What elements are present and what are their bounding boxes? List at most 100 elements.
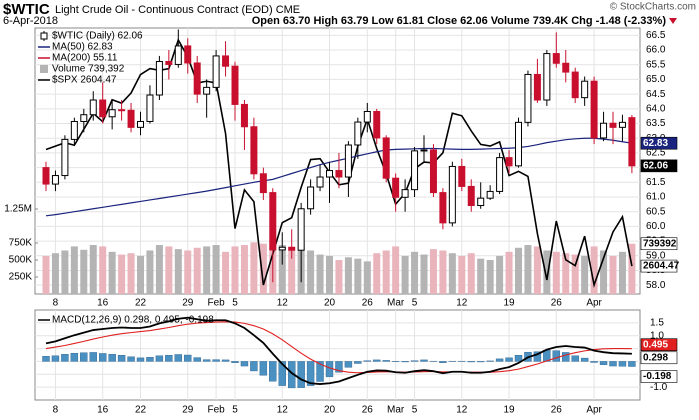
candle-body	[80, 114, 88, 122]
x-tick-label: 29	[182, 405, 194, 416]
x-tick-label: 8	[53, 405, 59, 416]
volume-bar	[458, 255, 466, 294]
volume-bar	[420, 254, 428, 294]
histogram-bar	[618, 361, 627, 367]
histogram-bar	[51, 355, 60, 362]
legend-entry: MACD(12,26,9) 0.298, 0.495, -0.198	[52, 315, 214, 326]
x-tick-label: 20	[324, 298, 336, 309]
copyright: © StockCharts.com	[610, 2, 696, 13]
volume-bar	[411, 251, 419, 294]
histogram-bar	[316, 361, 324, 382]
volume-value-label: 739392	[643, 238, 677, 249]
candle-body	[477, 197, 485, 207]
candle-body	[439, 192, 447, 224]
volume-bar	[429, 249, 437, 294]
x-tick-label: 26	[551, 298, 563, 309]
volume-bar	[184, 250, 192, 294]
candle-body	[51, 175, 59, 185]
macd-panel	[34, 309, 641, 401]
x-tick-label: 22	[135, 405, 147, 416]
candle-body	[99, 99, 107, 118]
candle-body	[269, 192, 277, 251]
volume-bar	[155, 245, 163, 294]
x-tick-label: 19	[503, 298, 515, 309]
date: 6-Apr-2018	[3, 15, 58, 27]
histogram-bar	[146, 357, 154, 362]
x-tick-label: 12	[277, 298, 289, 309]
volume-bar	[316, 254, 324, 294]
histogram-bar	[89, 352, 97, 362]
histogram-value-label-box	[640, 370, 678, 383]
legend-entry: MA(50) 62.83	[52, 42, 113, 53]
candle-body	[600, 122, 608, 139]
histogram-bar	[562, 352, 570, 362]
histogram-bar	[580, 357, 589, 362]
histogram-bar	[136, 357, 145, 362]
volume-bar	[288, 250, 296, 294]
candle-body	[155, 61, 163, 96]
histogram-bar	[117, 355, 126, 362]
candle-body	[581, 80, 589, 99]
volume-bar	[137, 255, 144, 294]
volume-bar	[80, 249, 88, 294]
histogram-bar	[467, 361, 475, 363]
histogram-bar	[259, 361, 268, 376]
spx-value-label: 2604.47	[643, 261, 680, 272]
volume-bar	[609, 255, 617, 294]
volume-bar	[496, 255, 504, 294]
candle-body	[108, 109, 116, 118]
histogram-bar	[344, 361, 353, 368]
volume-bar	[42, 255, 50, 294]
histogram-bar	[70, 353, 79, 362]
candle-body	[297, 208, 305, 251]
histogram-bar	[628, 361, 636, 367]
histogram-bar	[80, 352, 88, 362]
y-tick-label: -1.0	[650, 382, 668, 393]
candle-body	[184, 45, 192, 64]
x-tick-label: 20	[324, 405, 336, 416]
y-tick-label: 66.0	[646, 45, 666, 56]
candle-body	[288, 246, 296, 251]
candle-body	[571, 71, 579, 99]
quote: Open 63.70 High 63.79 Low 61.81 Close 62…	[252, 15, 667, 27]
volume-bar	[543, 250, 551, 294]
volume-bar	[344, 257, 352, 294]
volume-bar	[118, 254, 126, 294]
macd-value-label: 0.298	[643, 352, 668, 363]
histogram-bar	[354, 361, 362, 364]
volume-bar	[467, 253, 475, 294]
volume-bar	[203, 246, 211, 294]
candle-body	[174, 45, 182, 65]
candle-body	[392, 177, 400, 198]
volume-tick-label: 250K	[9, 272, 33, 283]
spx-value-label-box	[640, 259, 678, 273]
close-value-label: 62.06	[643, 160, 668, 171]
candle-body	[543, 53, 551, 101]
histogram-bar	[193, 357, 201, 362]
x-tick-label: 26	[362, 405, 374, 416]
y-tick-label: 58.0	[646, 280, 666, 291]
candle-body	[278, 246, 286, 251]
ma50-value-label: 62.83	[643, 138, 668, 149]
x-tick-label: 8	[53, 298, 59, 309]
volume-bar	[515, 247, 522, 294]
candle-body	[307, 186, 315, 210]
histogram-bar	[486, 360, 494, 362]
volume-bar	[165, 246, 173, 294]
candle-body	[363, 110, 371, 123]
candle-body	[496, 157, 504, 192]
volume-bar	[278, 245, 286, 294]
y-tick-label: 65.5	[646, 59, 666, 70]
volume-bar	[524, 245, 532, 294]
x-tick-label: 5	[232, 298, 238, 309]
histogram-bar	[184, 354, 192, 362]
volume-bar	[486, 260, 494, 294]
x-tick-label: Mar	[387, 405, 405, 416]
volume-bar	[382, 250, 390, 294]
candle-body	[70, 120, 78, 140]
x-tick-label: Apr	[586, 298, 602, 309]
histogram-bar	[278, 361, 286, 386]
histogram-bar	[61, 354, 69, 362]
ma50-value-label-box	[640, 136, 678, 150]
